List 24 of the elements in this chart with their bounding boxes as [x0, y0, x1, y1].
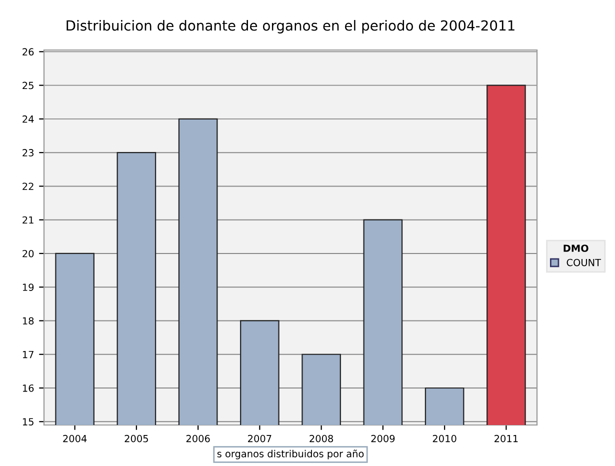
- y-tick-label: 15: [22, 418, 34, 426]
- legend-label: COUNT: [566, 258, 602, 266]
- x-tick-label: 2009: [371, 434, 395, 442]
- y-tick-label: 19: [22, 284, 34, 291]
- y-tick-label: 26: [22, 48, 34, 56]
- y-tick-label: 20: [22, 250, 34, 258]
- y-tick-label: 16: [22, 384, 34, 392]
- x-tick-label: 2007: [248, 434, 272, 442]
- legend-title: DMO: [564, 244, 588, 252]
- x-tick-label: 2008: [310, 434, 334, 442]
- x-tick-label: 2005: [124, 434, 148, 442]
- y-tick-label: 21: [22, 216, 34, 224]
- y-tick-label: 18: [22, 317, 34, 325]
- y-tick-label: 17: [22, 350, 34, 358]
- chart-title: Distribuicion de donante de organos en el periodo de 2004-2011: [66, 20, 514, 34]
- x-tick-label: 2011: [494, 434, 518, 442]
- x-tick-label: 2010: [432, 434, 456, 442]
- y-tick-label: 24: [22, 115, 34, 123]
- y-tick-label: 23: [22, 149, 34, 156]
- y-tick-label: 22: [22, 182, 34, 190]
- x-axis-title: s organos distribuidos por año: [217, 450, 364, 460]
- y-tick-label: 25: [22, 82, 34, 90]
- x-tick-label: 2006: [186, 434, 210, 442]
- x-tick-label: 2004: [63, 434, 87, 442]
